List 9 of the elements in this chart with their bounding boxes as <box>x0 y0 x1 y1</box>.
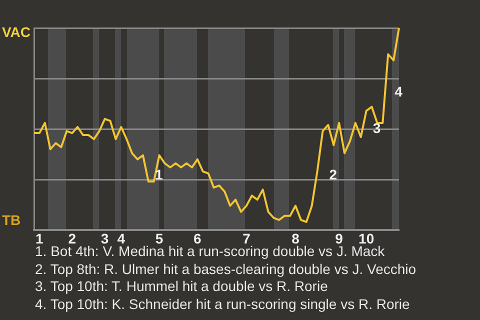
text: VAC <box>2 24 31 40</box>
annotation: 2 <box>329 166 338 182</box>
text: 3. Top 10th: T. Hummel hit a double vs R. Rorie <box>35 278 329 296</box>
annotation: 4 <box>394 84 403 100</box>
text: 2. Top 8th: R. Ulmer hit a bases-clearing double vs J. Vecchio <box>35 260 416 278</box>
annotation: 1 <box>154 166 163 182</box>
text: 4. Top 10th: K. Schneider hit a run-scoring single vs R. Rorie <box>35 296 411 313</box>
annotation: 3 <box>372 120 381 136</box>
text: TB <box>2 212 21 228</box>
